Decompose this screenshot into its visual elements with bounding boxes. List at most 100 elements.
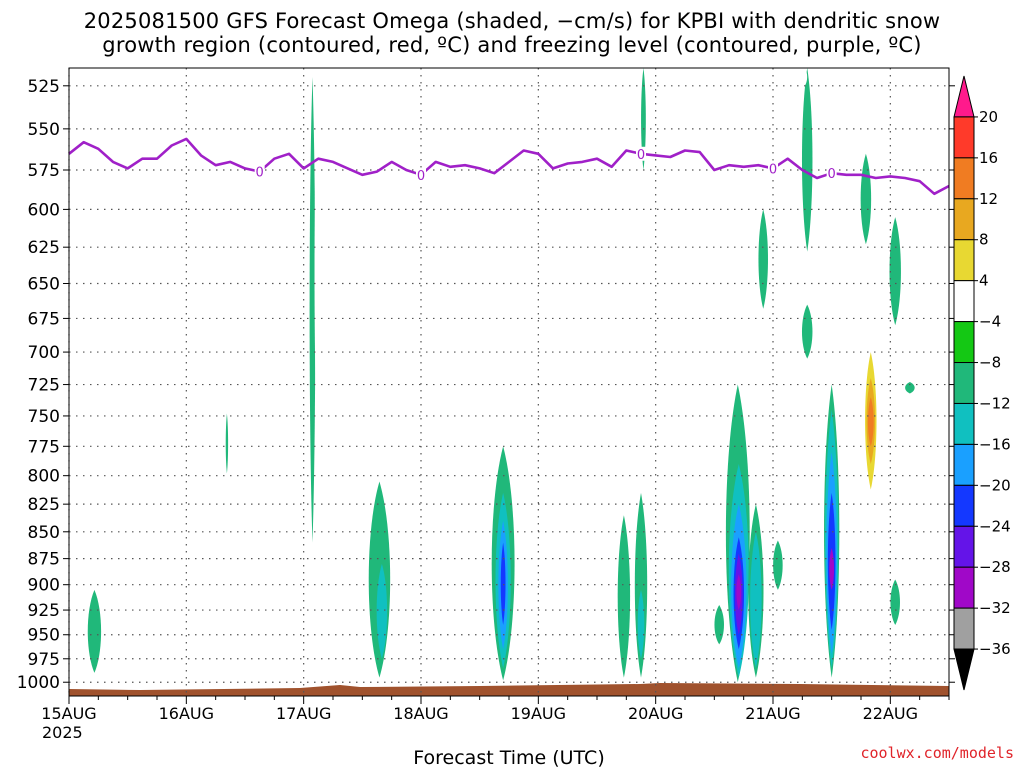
colorbar-swatch-5 bbox=[953, 280, 975, 323]
omega-region-21 bbox=[750, 531, 762, 669]
colorbar-label--16: −16 bbox=[979, 435, 1011, 453]
y-tick-label-525: 525 bbox=[28, 77, 60, 97]
colorbar-label-20: 20 bbox=[979, 108, 998, 126]
colorbar-swatch-6 bbox=[953, 321, 975, 364]
omega-region-43 bbox=[745, 394, 757, 435]
colorbar-swatch-1 bbox=[953, 116, 975, 159]
colorbar-label--28: −28 bbox=[979, 558, 1011, 576]
x-tick-label-20AUG: 20AUG bbox=[628, 704, 683, 723]
freezing-label-2: 0 bbox=[637, 148, 645, 163]
chart-title-line1: 2025081500 GFS Forecast Omega (shaded, −… bbox=[83, 9, 941, 33]
colorbar-label--12: −12 bbox=[979, 394, 1011, 412]
y-tick-label-775: 775 bbox=[28, 437, 60, 457]
omega-region-35 bbox=[168, 529, 185, 650]
omega-region-40 bbox=[670, 68, 685, 228]
omega-region-46 bbox=[802, 68, 808, 86]
y-tick-label-1000: 1000 bbox=[17, 673, 60, 693]
y-tick-label-950: 950 bbox=[28, 626, 60, 646]
freezing-label-bg-2 bbox=[636, 146, 646, 161]
freezing-level-line bbox=[68, 137, 950, 196]
freezing-label-4: 0 bbox=[828, 167, 836, 182]
y-tick-label-725: 725 bbox=[28, 376, 60, 396]
colorbar-label-8: 8 bbox=[979, 231, 989, 249]
chart-title-line2: growth region (contoured, red, ºC) and f… bbox=[102, 33, 922, 57]
omega-region-36 bbox=[290, 537, 308, 590]
colorbar-swatch-2 bbox=[953, 157, 975, 200]
omega-region-12 bbox=[641, 68, 646, 171]
omega-region-31 bbox=[860, 153, 872, 245]
x-tick-label-17AUG: 17AUG bbox=[276, 704, 331, 723]
y-axis: 525 550 575 600 625 650 675 700 725 750 775 800 825 8… bbox=[17, 77, 955, 693]
colorbar-label--4: −4 bbox=[979, 313, 1001, 331]
colorbar-label-16: 16 bbox=[979, 149, 998, 167]
omega-region-23 bbox=[773, 540, 783, 590]
x-axis-title: Forecast Time (UTC) bbox=[413, 747, 604, 768]
omega-region-2 bbox=[225, 413, 229, 474]
y-tick-label-700: 700 bbox=[28, 343, 60, 363]
omega-region-11 bbox=[637, 589, 645, 659]
omega-region-1 bbox=[309, 76, 316, 543]
x-tick-label-21AUG: 21AUG bbox=[745, 704, 800, 723]
colorbar-swatch-bottom bbox=[953, 648, 975, 691]
colorbar-swatch-10 bbox=[953, 484, 975, 527]
y-tick-label-625: 625 bbox=[28, 238, 60, 258]
x-tick-label-16AUG: 16AUG bbox=[159, 704, 214, 723]
x-tick-label-18AUG: 18AUG bbox=[393, 704, 448, 723]
omega-region-32 bbox=[889, 217, 901, 326]
y-tick-label-575: 575 bbox=[28, 161, 60, 181]
colorbar: 20 16 12 8 4 −4 −8 −12 −16 −20 −24 −28 −32 −36 bbox=[953, 75, 1011, 691]
x-tick-label-22AUG: 22AUG bbox=[863, 704, 918, 723]
omega-region-33 bbox=[890, 579, 900, 625]
omega-shading bbox=[87, 68, 915, 683]
y-tick-label-975: 975 bbox=[28, 650, 60, 670]
omega-region-52 bbox=[867, 397, 874, 447]
omega-region-24 bbox=[801, 68, 813, 252]
omega-region-0 bbox=[87, 589, 102, 673]
colorbar-swatch-8 bbox=[953, 402, 975, 445]
x-tick-label-15AUG: 15AUG bbox=[41, 704, 96, 723]
freezing-label-3: 0 bbox=[769, 162, 777, 177]
y-tick-label-750: 750 bbox=[28, 407, 60, 427]
y-tick-label-600: 600 bbox=[28, 200, 60, 220]
colorbar-swatch-12 bbox=[953, 566, 975, 609]
omega-region-38 bbox=[340, 290, 346, 385]
freezing-label-0: 0 bbox=[256, 166, 264, 181]
colorbar-label-12: 12 bbox=[979, 190, 998, 208]
y-tick-label-875: 875 bbox=[28, 550, 60, 570]
colorbar-swatch-11 bbox=[953, 525, 975, 568]
omega-region-41 bbox=[731, 68, 747, 186]
colorbar-label--36: −36 bbox=[979, 640, 1011, 658]
y-tick-label-550: 550 bbox=[28, 120, 60, 140]
colorbar-swatch-3 bbox=[953, 198, 975, 241]
y-tick-label-850: 850 bbox=[28, 523, 60, 543]
omega-region-9 bbox=[617, 515, 631, 678]
credit-text: coolwx.com/models bbox=[860, 744, 1014, 762]
omega-region-37 bbox=[314, 68, 323, 476]
colorbar-label--8: −8 bbox=[979, 354, 1001, 372]
omega-region-34 bbox=[905, 382, 915, 394]
y-tick-label-800: 800 bbox=[28, 467, 60, 487]
freezing-label-bg-1 bbox=[416, 167, 426, 182]
omega-region-39 bbox=[418, 561, 429, 643]
colorbar-swatch-9 bbox=[953, 443, 975, 486]
colorbar-swatch-7 bbox=[953, 362, 975, 404]
colorbar-label--20: −20 bbox=[979, 476, 1011, 494]
terrain-layer bbox=[69, 683, 949, 696]
y-tick-label-925: 925 bbox=[28, 601, 60, 621]
omega-region-42 bbox=[737, 185, 746, 248]
omega-region-13 bbox=[714, 605, 724, 645]
y-tick-label-900: 900 bbox=[28, 576, 60, 596]
omega-region-25 bbox=[801, 304, 813, 359]
omega-region-45 bbox=[781, 254, 792, 505]
colorbar-label-4: 4 bbox=[979, 272, 989, 290]
freezing-level-layer: 0 0 0 0 0 bbox=[68, 137, 950, 196]
omega-region-19 bbox=[736, 574, 742, 611]
freezing-label-bg-3 bbox=[768, 161, 778, 176]
terrain-surface bbox=[69, 683, 949, 696]
freezing-label-bg-0 bbox=[254, 164, 265, 179]
x-tick-label-19AUG: 19AUG bbox=[511, 704, 566, 723]
y-tick-label-650: 650 bbox=[28, 274, 60, 294]
omega-region-22 bbox=[758, 209, 768, 309]
